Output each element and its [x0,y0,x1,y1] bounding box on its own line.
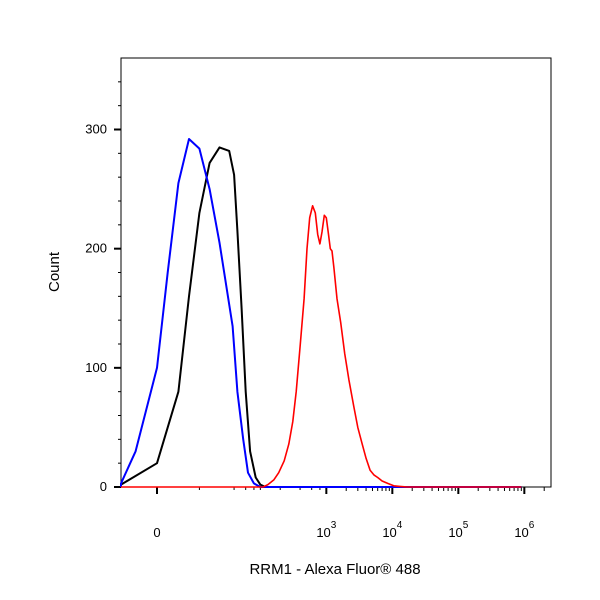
x-tick-exponent: 3 [331,520,337,531]
x-tick-label: 103 [316,520,336,540]
y-axis-title: Count [46,251,63,292]
x-axis-ticks: 0 103 104 105 106 [153,487,535,540]
series-line [121,205,522,488]
x-tick-exponent: 4 [397,520,403,531]
x-tick-exponent: 5 [463,520,469,531]
y-axis-ticks: 0 100 200 300 [85,122,121,494]
series-line [120,146,522,488]
x-tick-base: 10 [382,525,396,540]
x-tick-base: 10 [448,525,462,540]
x-tick-label: 105 [448,520,468,540]
plot-frame [120,57,552,488]
x-tick-label: 0 [153,525,160,540]
series-layer [120,138,522,488]
x-tick-base: 0 [153,525,160,540]
y-tick-label: 200 [85,241,107,256]
x-tick-label: 104 [382,520,402,540]
minor-ticks [118,81,545,491]
x-axis-title: RRM1 - Alexa Fluor® 488 [249,561,420,578]
x-tick-base: 10 [514,525,528,540]
y-tick-label: 100 [85,360,107,375]
y-tick-label: 0 [100,479,107,494]
x-tick-base: 10 [316,525,330,540]
y-tick-label: 300 [85,122,107,137]
x-tick-exponent: 6 [529,520,535,531]
x-tick-label: 106 [514,520,534,540]
series-line [120,138,522,488]
